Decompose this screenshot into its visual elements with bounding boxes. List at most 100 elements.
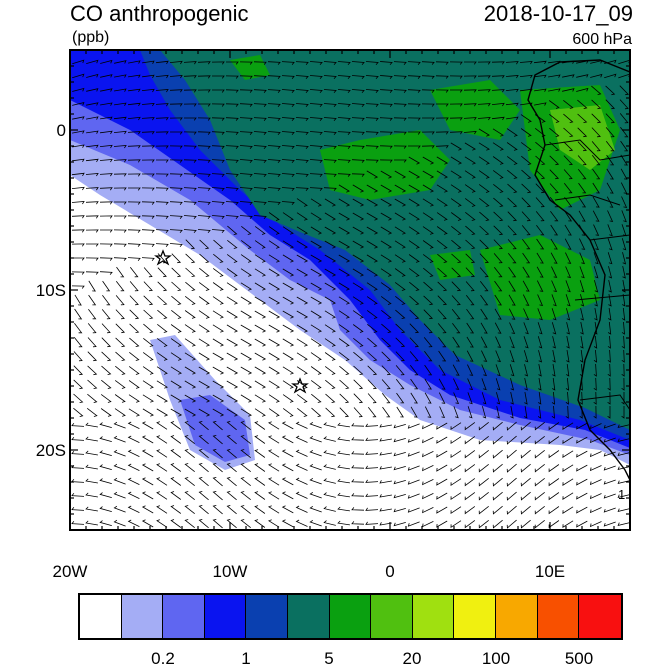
wind-barb <box>268 463 280 472</box>
wind-barb <box>621 196 628 209</box>
wind-barb <box>171 267 182 278</box>
wind-barb <box>226 505 237 515</box>
wind-barb <box>549 127 560 137</box>
wind-barb <box>338 282 350 291</box>
wind-barb <box>157 267 167 278</box>
wind-barb <box>593 363 597 377</box>
wind-barb <box>563 155 573 166</box>
wind-barb <box>227 239 238 249</box>
wind-barb <box>113 519 126 527</box>
map-title: CO anthropogenic <box>70 1 249 26</box>
wind-barb <box>282 240 294 249</box>
wind-barb <box>435 145 449 149</box>
wind-barb <box>169 243 183 248</box>
wind-barb <box>463 131 477 135</box>
wind-barb <box>295 117 309 122</box>
wind-barb <box>607 377 611 391</box>
wind-barb <box>520 505 531 515</box>
wind-barb <box>337 103 351 108</box>
wind-barb <box>564 238 572 250</box>
wind-barb <box>337 450 350 456</box>
wind-barb <box>365 465 379 469</box>
wind-barb <box>141 159 155 163</box>
wind-barb <box>129 337 140 347</box>
star-marker-2 <box>291 377 309 394</box>
wind-barb <box>579 391 583 405</box>
colorbar-label-20: 20 <box>402 649 422 668</box>
wind-barb <box>407 465 420 471</box>
wind-barb <box>339 379 350 389</box>
wind-barb <box>296 310 309 319</box>
wind-barb <box>621 392 625 405</box>
wind-barb <box>492 477 503 487</box>
wind-barb <box>394 268 406 277</box>
wind-barb <box>72 158 85 162</box>
wind-barb <box>408 254 420 263</box>
wind-barb <box>520 463 531 473</box>
wind-barb <box>87 393 98 403</box>
wind-barb <box>409 364 419 376</box>
wind-barb <box>324 212 336 221</box>
wind-barb <box>534 88 547 92</box>
wind-barb <box>564 196 573 208</box>
wind-barb <box>184 338 196 347</box>
lon-label-10w: 10W <box>212 562 248 581</box>
wind-barb <box>198 449 209 459</box>
wind-barb <box>394 184 407 193</box>
wind-barb <box>86 88 99 92</box>
wind-barb <box>422 240 434 249</box>
wind-barb <box>607 252 613 265</box>
wind-barb <box>594 280 599 293</box>
wind-barb <box>365 75 379 80</box>
wind-barb <box>184 519 195 529</box>
wind-barb <box>211 117 225 121</box>
wind-barb <box>268 491 280 500</box>
wind-barb <box>421 61 435 65</box>
wind-barb <box>337 131 351 135</box>
wind-barb <box>607 335 611 349</box>
wind-barb <box>101 365 112 375</box>
wind-barb <box>478 449 489 459</box>
wind-barb <box>281 117 295 122</box>
wind-barb <box>393 75 407 79</box>
wind-barb <box>536 252 544 264</box>
wind-barb <box>211 229 225 234</box>
wind-barb <box>73 365 84 376</box>
wind-barb <box>240 352 253 361</box>
wind-barb <box>551 391 556 405</box>
wind-barb <box>338 198 351 207</box>
wind-barb <box>198 394 211 403</box>
wind-barb <box>495 364 501 377</box>
wind-barb <box>141 421 154 430</box>
wind-barb <box>464 61 477 65</box>
wind-barb <box>617 480 630 484</box>
wind-barb <box>507 211 518 222</box>
wind-barb <box>592 196 600 208</box>
wind-barb <box>589 507 602 514</box>
wind-barb <box>617 494 630 498</box>
wind-barb <box>127 173 141 177</box>
wind-barb <box>508 294 516 306</box>
wind-barb <box>450 89 463 93</box>
wind-barb <box>156 338 168 347</box>
wind-barb <box>534 421 545 431</box>
wind-barb <box>450 156 462 165</box>
wind-barb <box>608 280 612 293</box>
wind-barb <box>99 422 112 428</box>
green-patch-2 <box>430 80 520 140</box>
wind-barb <box>156 421 168 430</box>
wind-barb <box>296 394 308 403</box>
wind-barb <box>72 130 85 134</box>
wind-barb <box>225 117 239 121</box>
wind-barb <box>449 117 463 121</box>
wind-barb <box>169 75 183 79</box>
wind-barb <box>157 281 168 292</box>
wind-barb <box>268 505 280 514</box>
wind-barb <box>225 103 239 107</box>
wind-barb <box>492 128 504 137</box>
wind-barb <box>620 168 628 180</box>
wind-barb <box>506 128 518 137</box>
wind-barb <box>422 184 434 193</box>
wind-barb <box>351 75 365 80</box>
wind-barb <box>393 480 406 485</box>
